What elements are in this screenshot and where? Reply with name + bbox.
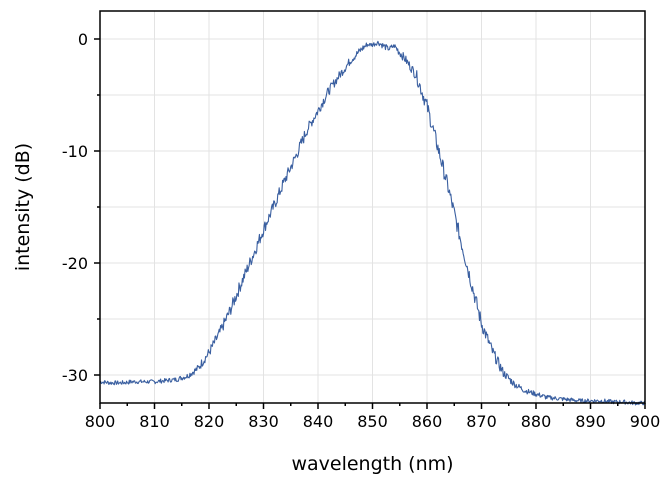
x-tick-label-900: 900 <box>630 412 661 431</box>
x-tick-label-850: 850 <box>357 412 388 431</box>
x-tick-label-860: 860 <box>412 412 443 431</box>
series-layer <box>99 40 646 406</box>
y-tick-label--30: -30 <box>62 366 88 385</box>
grid <box>99 11 646 403</box>
y-tick-label-0: 0 <box>78 30 88 49</box>
x-tick-label-830: 830 <box>248 412 279 431</box>
tick-labels: 800 810 820 830 840 850 860 870 880 890 900 0 -10 -20… <box>62 30 660 431</box>
x-tick-label-880: 880 <box>521 412 552 431</box>
x-tick-label-800: 800 <box>85 412 116 431</box>
y-tick-label--20: -20 <box>62 254 88 273</box>
y-tick-label--10: -10 <box>62 142 88 161</box>
spectrum-line <box>99 40 646 406</box>
x-tick-label-810: 810 <box>139 412 170 431</box>
x-axis-title: wavelength (nm) <box>291 453 453 475</box>
x-tick-label-820: 820 <box>194 412 225 431</box>
x-tick-label-840: 840 <box>303 412 334 431</box>
y-axis-title: intensity (dB) <box>12 143 34 271</box>
x-tick-label-890: 890 <box>575 412 606 431</box>
tick-marks <box>94 38 646 409</box>
x-tick-label-870: 870 <box>466 412 497 431</box>
